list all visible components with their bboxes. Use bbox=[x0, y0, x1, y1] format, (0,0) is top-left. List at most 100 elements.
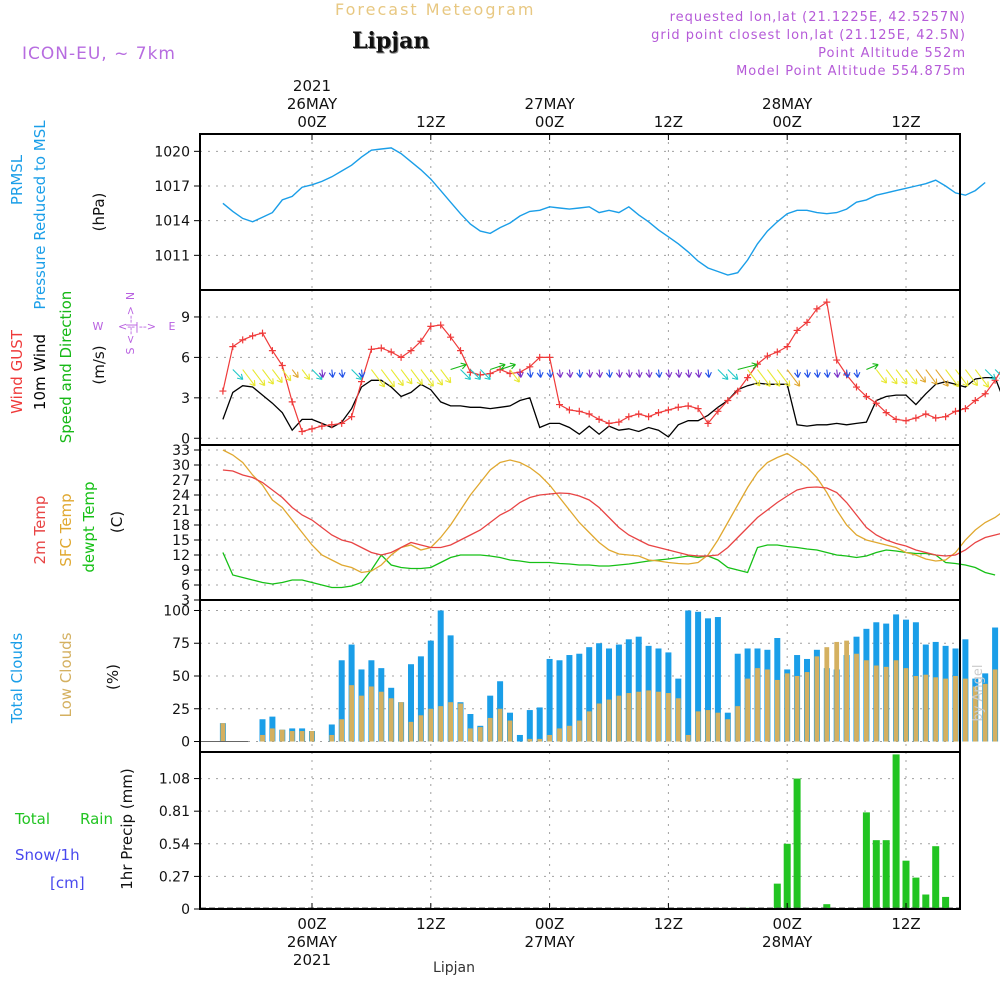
wind-gust-marker bbox=[783, 343, 791, 351]
rain-bar bbox=[872, 840, 880, 909]
wind-gust-marker bbox=[932, 414, 940, 422]
pressure-unit: (hPa) bbox=[90, 193, 108, 232]
low-cloud-bar bbox=[349, 685, 354, 742]
low-cloud-bar bbox=[873, 665, 879, 742]
wind-gust-marker bbox=[328, 421, 336, 429]
top-time-label: 12Z bbox=[891, 113, 920, 131]
wind-direction-arrow bbox=[252, 369, 266, 387]
rain-bar bbox=[882, 840, 890, 909]
compass-arrows: <--|--> bbox=[118, 320, 156, 333]
watermark: by Angel bbox=[971, 664, 986, 721]
rain-bar bbox=[912, 877, 920, 909]
wind-direction-arrow bbox=[635, 369, 643, 378]
wind-gust-marker bbox=[417, 337, 425, 345]
wind-direction-arrow bbox=[328, 369, 336, 378]
low-cloud-bar bbox=[626, 693, 632, 742]
total-cloud-bar bbox=[586, 647, 593, 742]
2m-temp-line bbox=[222, 469, 1000, 557]
total-cloud-bar bbox=[695, 611, 702, 742]
wind-direction-arrow bbox=[596, 369, 604, 378]
pressure-ytick-label: 1020 bbox=[154, 144, 190, 160]
wind-direction-arrow bbox=[717, 369, 729, 381]
wind-direction-arrow bbox=[935, 369, 949, 387]
snow-label: Snow/1h bbox=[15, 846, 80, 864]
cloud-unit: (%) bbox=[104, 664, 122, 690]
low-cloud-bar bbox=[923, 674, 929, 742]
low-cloud-bar bbox=[814, 656, 820, 742]
temp-ytick-label: 30 bbox=[172, 458, 190, 474]
wind-gust-marker bbox=[457, 347, 464, 355]
wind-gust-marker bbox=[229, 343, 237, 351]
cloud-ytick-label: 50 bbox=[172, 669, 190, 685]
wind-direction-arrow bbox=[964, 369, 979, 387]
low-cloud-bar bbox=[359, 695, 364, 742]
wind-ytick-label: 3 bbox=[181, 391, 190, 407]
temp-ytick-label: 21 bbox=[172, 503, 190, 519]
wind-direction-arrow bbox=[823, 369, 831, 378]
total-cloud-bar bbox=[467, 714, 474, 742]
low-cloud-bar bbox=[745, 678, 750, 742]
low-cloud-bar bbox=[943, 678, 948, 742]
low-cloud-bar bbox=[636, 691, 642, 742]
wind-gust-marker bbox=[813, 305, 821, 313]
wind-direction-arrow bbox=[450, 362, 467, 371]
wind-gust-marker bbox=[734, 387, 742, 395]
wind-gust-marker bbox=[615, 418, 623, 426]
temp-unit: (C) bbox=[108, 511, 126, 533]
precip-ytick-label: 0.54 bbox=[159, 837, 190, 853]
wind-gust-marker bbox=[249, 332, 257, 340]
wind-gust-marker bbox=[803, 318, 811, 326]
wind-gust-marker bbox=[447, 333, 455, 341]
top-time-label: 26MAY bbox=[287, 95, 338, 113]
wind-gust-marker bbox=[288, 398, 296, 406]
wind-gust-marker bbox=[496, 366, 504, 374]
wind-direction-arrow bbox=[984, 369, 996, 381]
top-time-label: 00Z bbox=[773, 113, 802, 131]
low-cloud-bar bbox=[567, 725, 572, 742]
wind-gust-marker bbox=[407, 347, 415, 355]
low-cloud-bar bbox=[596, 703, 602, 742]
wind-direction-arrow bbox=[843, 369, 851, 378]
low-cloud-bar bbox=[418, 715, 424, 742]
wind-direction-arrow bbox=[727, 369, 739, 381]
wind-direction-arrow bbox=[776, 369, 791, 387]
wind-direction-arrow bbox=[526, 369, 534, 378]
wind-gust-marker bbox=[952, 407, 959, 415]
low-cloud-bar bbox=[557, 728, 562, 742]
low-cloud-bar bbox=[963, 678, 968, 742]
low-cloud-bar bbox=[329, 734, 335, 742]
total-cloud-bar bbox=[408, 664, 414, 742]
wind-gust-marker bbox=[872, 399, 880, 407]
temp-2m-label: 2m Temp bbox=[31, 496, 49, 565]
low-cloud-bar bbox=[755, 668, 760, 742]
wind-direction-arrow bbox=[615, 369, 623, 378]
low-cloud-bar bbox=[468, 728, 473, 742]
wind-direction-arrow bbox=[281, 369, 292, 382]
wind-direction-arrow bbox=[895, 369, 908, 385]
wind-speed-label: 10m Wind bbox=[31, 334, 49, 410]
rain-bar bbox=[823, 904, 831, 909]
total-cloud-bar bbox=[526, 710, 533, 742]
footer-location-label: Lipjan bbox=[433, 960, 475, 976]
total-cloud-bar bbox=[685, 610, 692, 742]
bottom-time-label: 12Z bbox=[654, 915, 683, 933]
low-cloud-bar bbox=[715, 712, 721, 742]
bottom-time-label: 12Z bbox=[416, 915, 445, 933]
grid-point-coordinates: grid point closest lon,lat (21.125E, 42.… bbox=[651, 28, 966, 43]
pressure-label-prmsl: PRMSL bbox=[8, 154, 26, 205]
wind-speed-line bbox=[222, 376, 1000, 438]
wind-direction-arrow bbox=[370, 369, 386, 388]
low-cloud-bar bbox=[606, 699, 612, 742]
wind-gust-marker bbox=[892, 415, 900, 423]
sfc-temp-line bbox=[222, 449, 1000, 574]
wind-direction-arrow bbox=[925, 369, 938, 385]
wind-gust-marker bbox=[763, 352, 771, 360]
wind-gust-marker bbox=[367, 345, 375, 353]
low-cloud-bar bbox=[695, 711, 701, 742]
wind-gust-marker bbox=[239, 336, 247, 344]
wind-direction-arrow bbox=[675, 369, 683, 378]
wind-unit: (m/s) bbox=[90, 345, 108, 384]
wind-direction-arrow bbox=[737, 362, 758, 371]
wind-gust-marker bbox=[902, 417, 910, 425]
